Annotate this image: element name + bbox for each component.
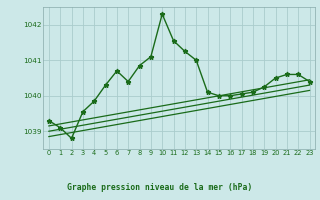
Text: Graphe pression niveau de la mer (hPa): Graphe pression niveau de la mer (hPa) [68,183,252,192]
